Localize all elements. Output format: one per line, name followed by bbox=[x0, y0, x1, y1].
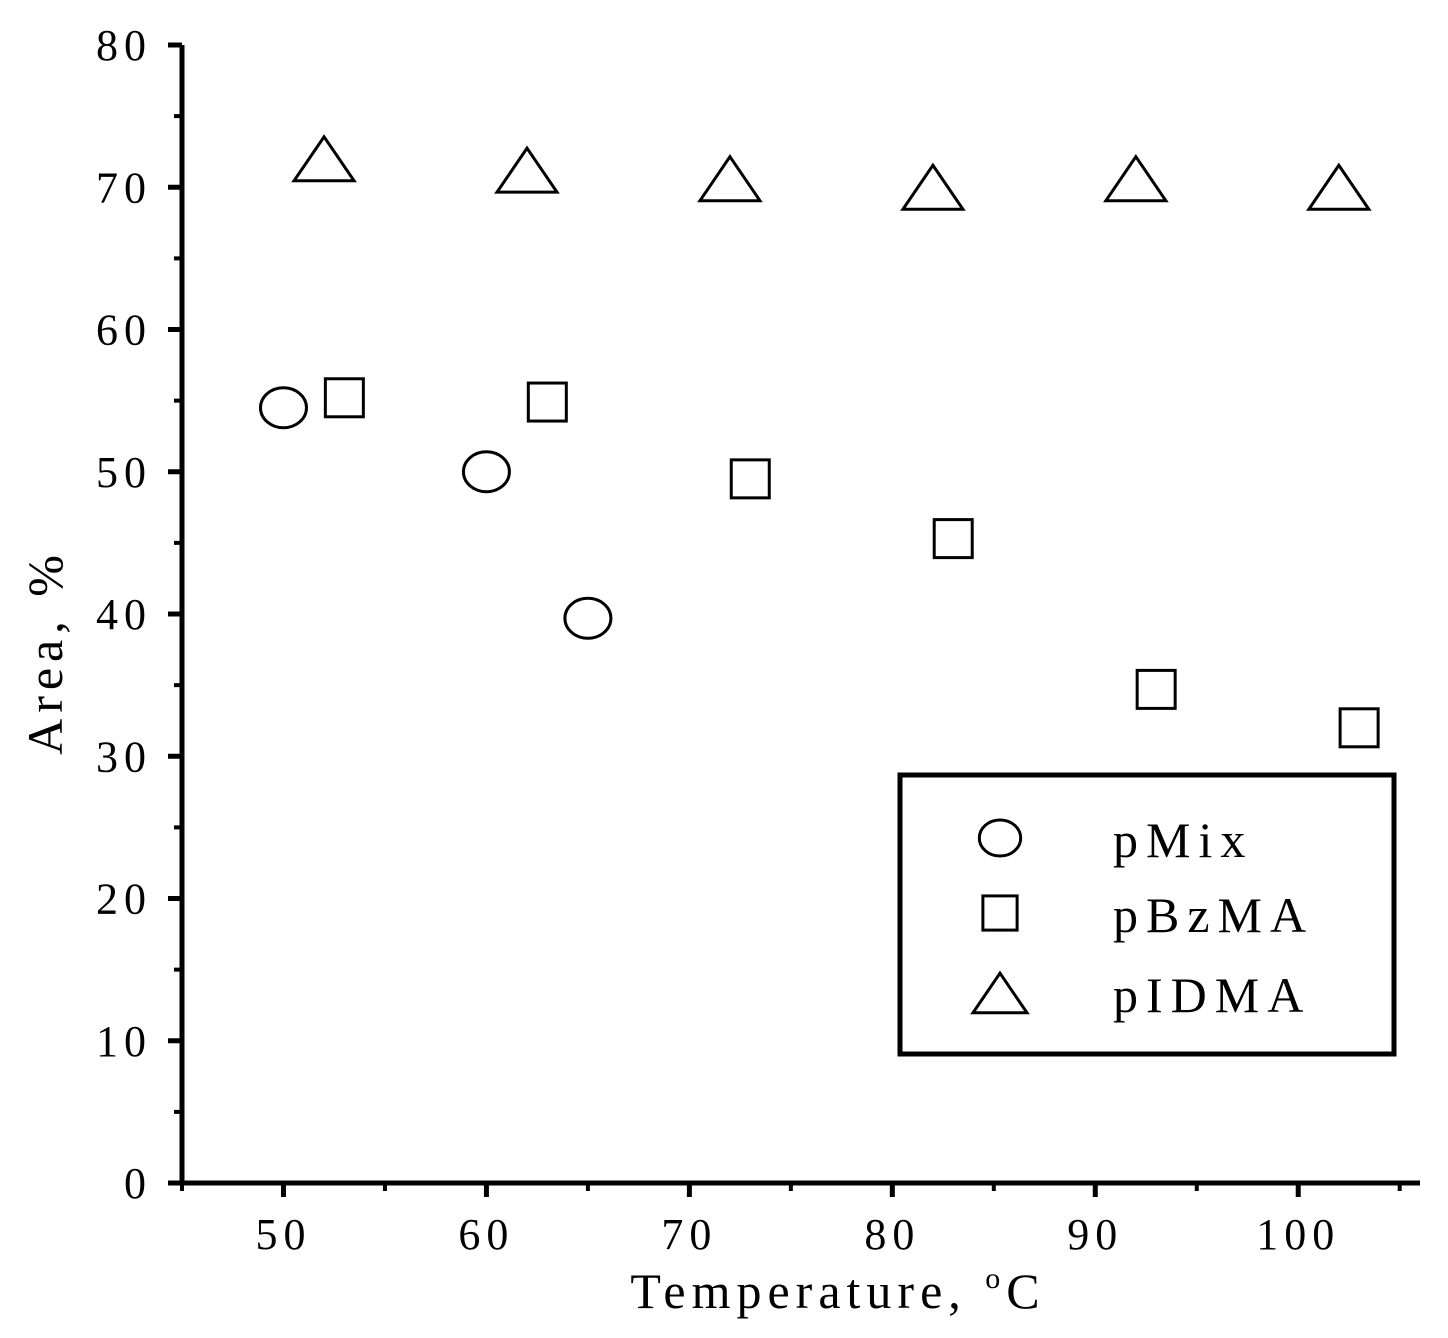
x-axis-title-degree: o bbox=[985, 1262, 1006, 1295]
x-tick-label: 50 bbox=[255, 1210, 311, 1259]
legend-label: pMix bbox=[1113, 812, 1253, 868]
y-tick-label: 30 bbox=[96, 732, 152, 781]
data-points bbox=[258, 134, 1380, 749]
x-axis-title-main: Temperature, bbox=[630, 1263, 985, 1319]
data-point-pbzma bbox=[526, 381, 568, 423]
y-tick-label: 70 bbox=[96, 163, 152, 212]
legend-marker-pbzma bbox=[981, 894, 1019, 932]
data-point-pidma bbox=[494, 145, 560, 194]
y-tick-label: 50 bbox=[96, 448, 152, 497]
legend: pMix pBzMA pIDMA bbox=[897, 772, 1397, 1057]
data-point-pbzma bbox=[932, 518, 974, 560]
data-point-pbzma bbox=[323, 377, 365, 419]
data-point-pmix bbox=[461, 450, 511, 494]
y-axis-title: Area, % bbox=[17, 549, 73, 755]
x-tick-label: 60 bbox=[458, 1210, 514, 1259]
data-point-pbzma bbox=[1135, 668, 1177, 710]
y-tick-label: 20 bbox=[96, 875, 152, 924]
data-point-pmix bbox=[258, 386, 308, 430]
legend-label: pBzMA bbox=[1113, 887, 1314, 943]
y-tick-label: 0 bbox=[124, 1159, 152, 1208]
x-axis-title: Temperature, oC bbox=[630, 1262, 1045, 1319]
y-tick-label: 10 bbox=[96, 1017, 152, 1066]
legend-label: pIDMA bbox=[1113, 967, 1311, 1023]
x-tick-label: 100 bbox=[1256, 1210, 1340, 1259]
data-point-pidma bbox=[1103, 154, 1169, 203]
y-tick-label: 40 bbox=[96, 590, 152, 639]
data-point-pbzma bbox=[1338, 707, 1380, 749]
data-point-pidma bbox=[1305, 162, 1372, 211]
x-tick-label: 70 bbox=[661, 1210, 717, 1259]
x-tick-label: 80 bbox=[864, 1210, 920, 1259]
data-point-pidma bbox=[900, 162, 966, 211]
x-tick-label: 90 bbox=[1067, 1210, 1123, 1259]
data-point-pmix bbox=[563, 596, 613, 640]
legend-marker-pmix bbox=[977, 818, 1023, 858]
data-point-pbzma bbox=[729, 458, 771, 500]
y-tick-label: 80 bbox=[96, 21, 152, 70]
data-point-pidma bbox=[291, 134, 357, 183]
data-point-pidma bbox=[697, 154, 763, 203]
legend-marker-pidma bbox=[970, 970, 1030, 1015]
x-axis-title-unit: C bbox=[1006, 1263, 1045, 1319]
y-tick-label: 60 bbox=[96, 306, 152, 355]
axes: 0 10 20 30 40 50 60 70 80 50 60 70 80 90 100 bbox=[96, 21, 1420, 1259]
